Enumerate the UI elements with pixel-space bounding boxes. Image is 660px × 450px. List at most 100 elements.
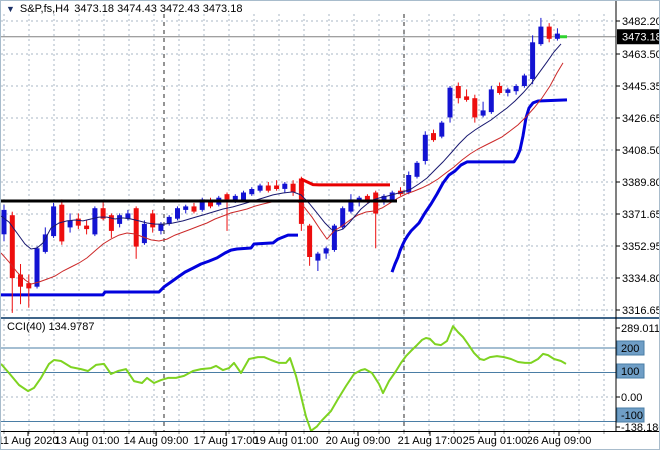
cci-line [1, 325, 567, 432]
candle-body [257, 185, 263, 191]
candle-body [546, 26, 552, 39]
price-axis-label: 3389.80 [622, 177, 660, 189]
candle-body [315, 253, 321, 261]
candle-body [9, 215, 15, 279]
candle-body [538, 26, 544, 45]
candle-body [224, 194, 230, 200]
step-support-line [1, 233, 298, 297]
candle-body [67, 220, 73, 228]
candle-body [323, 248, 329, 254]
candle-body [431, 133, 436, 141]
candle-body [290, 183, 296, 193]
candle-body [51, 206, 57, 237]
candle-body [183, 206, 189, 210]
candle-body [117, 215, 123, 224]
candle-body [191, 206, 197, 212]
price-axis-label: 3334.80 [622, 273, 660, 285]
candle-body [208, 201, 213, 207]
time-axis-label: 26 Aug 09:00 [527, 435, 592, 447]
current-bar-marker [560, 35, 567, 39]
candle-body [331, 225, 337, 250]
candle-body [75, 218, 81, 226]
cci-axis-label: -100 [621, 410, 643, 422]
price-axis-label: 3352.95 [622, 241, 660, 253]
candle-body [439, 122, 445, 137]
candle-body [34, 248, 40, 287]
chart-title-bar: ▼ S&P,fs,H4 3473.18 3474.43 3472.43 3473… [6, 2, 242, 15]
candle-body [364, 195, 370, 202]
candle-body [422, 134, 428, 161]
candle-body [42, 234, 48, 252]
candle-body [521, 75, 527, 86]
candle-body [18, 274, 23, 287]
candle-body [340, 208, 346, 228]
candle-body [406, 175, 412, 193]
candle-body [356, 197, 362, 202]
current-price-box [617, 29, 659, 45]
candle-body [26, 283, 32, 289]
symbol-period-label: S&P,fs,H4 [19, 2, 70, 15]
candle-body [92, 208, 98, 235]
candle-body [199, 199, 205, 210]
ohlc-readout: 3473.18 3474.43 3472.43 3473.18 [74, 2, 243, 15]
candle-body [274, 185, 280, 189]
price-axis-label: 3482.20 [622, 16, 660, 28]
price-axis-label: 3408.50 [622, 145, 660, 157]
time-axis-label: 17 Aug 17:00 [194, 435, 259, 447]
time-axis-label: 14 Aug 09:00 [124, 435, 189, 447]
candle-body [505, 89, 511, 93]
candle-body [373, 192, 379, 214]
candle-body [480, 110, 486, 116]
candle-body [472, 98, 478, 118]
cci-axis-label: -138.1869 [621, 422, 660, 434]
candle-body [84, 225, 90, 230]
cci-level-box [616, 363, 645, 379]
candle-body [59, 204, 65, 242]
cci-level-box [616, 340, 645, 356]
candle-body [232, 195, 238, 202]
price-axis-label: 3371.65 [622, 209, 660, 221]
pane-divider[interactable] [1, 317, 660, 319]
time-axis-label: 11 Aug 2020 [1, 435, 58, 447]
candle-body [249, 189, 255, 195]
candle-body [133, 208, 139, 247]
candle-body [175, 208, 180, 219]
time-axis-label: 20 Aug 09:00 [326, 435, 391, 447]
price-axis-label: 3463.50 [622, 49, 660, 61]
candle-body [447, 87, 453, 118]
candle-body [150, 213, 156, 228]
candle-body [381, 195, 387, 202]
candle-body [488, 89, 494, 113]
candle-body [158, 223, 164, 231]
ma-fast-line [1, 43, 562, 250]
time-axis-label: 21 Aug 17:00 [398, 435, 463, 447]
cci-axis-label: 0.00 [621, 392, 642, 404]
candle-body [455, 86, 461, 99]
candle-body [1, 209, 7, 235]
current-price-label: 3473.18 [622, 32, 660, 44]
candle-body [554, 33, 560, 39]
candle-body [348, 199, 354, 212]
price-axis-label: 3426.65 [622, 113, 660, 125]
price-axis-label: 3316.65 [622, 305, 660, 317]
main-pane [1, 17, 616, 313]
cci-level-box [616, 407, 645, 423]
candle-body [265, 185, 271, 191]
cci-axis-label: 100 [621, 366, 639, 378]
symbol-dropdown-icon[interactable]: ▼ [6, 3, 15, 14]
time-axis-label: 13 Aug 01:00 [55, 435, 120, 447]
candle-body [241, 192, 246, 200]
candle-body [497, 86, 503, 93]
candle-body [141, 223, 147, 244]
time-axis-label: 25 Aug 01:00 [463, 435, 528, 447]
cci-axis-label: 289.011 [621, 323, 660, 335]
candle-body [108, 215, 114, 231]
red-resistance-line [300, 177, 390, 187]
candle-body [166, 216, 172, 224]
indicator-label: CCI(40) 134.9787 [7, 321, 95, 333]
price-axis-label: 3445.35 [622, 81, 660, 93]
candle-body [513, 86, 519, 92]
